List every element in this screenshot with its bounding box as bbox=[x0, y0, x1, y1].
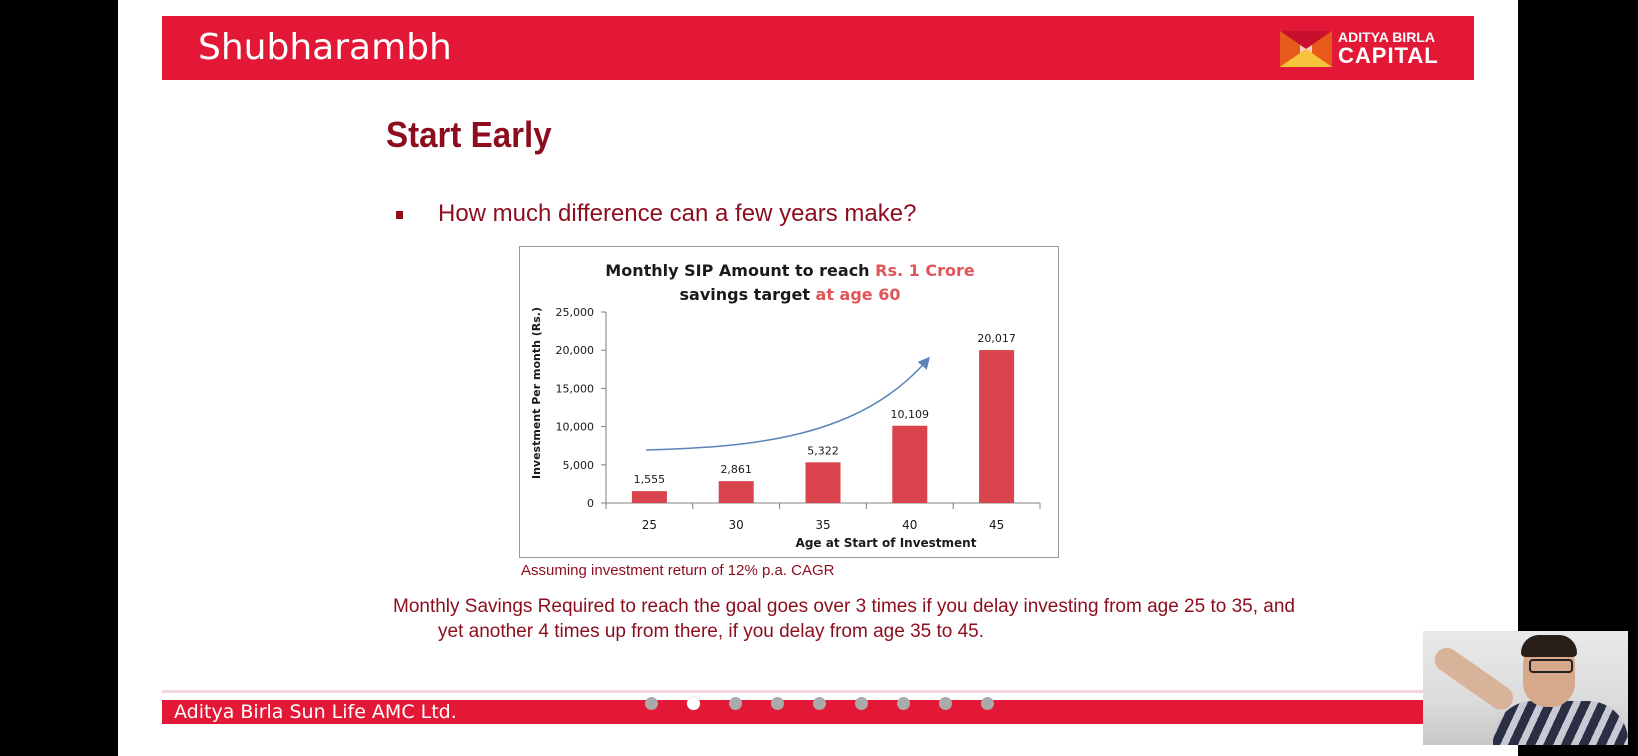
logo-mark-icon bbox=[1280, 31, 1332, 67]
bullet-text: How much difference can a few years make… bbox=[438, 200, 917, 227]
pagination-dot[interactable] bbox=[687, 697, 700, 710]
x-tick-label: 35 bbox=[815, 518, 830, 532]
pagination-dot[interactable] bbox=[897, 697, 910, 710]
presentation-slide: Shubharambh ADITYA BIRLA CAPITAL Start E… bbox=[118, 0, 1518, 756]
sip-chart: Monthly SIP Amount to reach Rs. 1 Crore … bbox=[519, 246, 1059, 558]
pagination-dot[interactable] bbox=[981, 697, 994, 710]
presenter-hair bbox=[1521, 635, 1577, 657]
pagination-dot[interactable] bbox=[855, 697, 868, 710]
pagination-dot[interactable] bbox=[813, 697, 826, 710]
webcam-video bbox=[1423, 631, 1628, 745]
plot-area: 0 5,000 10,000 15,000 20,000 25,000 1,555 25 2,8… bbox=[556, 306, 1041, 532]
chart-title-part: Monthly SIP Amount to reach bbox=[605, 261, 875, 280]
footer-company: Aditya Birla Sun Life AMC Ltd. bbox=[174, 701, 457, 723]
footer-bar: Aditya Birla Sun Life AMC Ltd. 38 bbox=[162, 700, 1474, 724]
trend-arrow-icon bbox=[645, 356, 930, 451]
chart-subtitle-highlight: at age 60 bbox=[816, 285, 901, 304]
bar bbox=[805, 462, 841, 503]
x-tick-label: 25 bbox=[642, 518, 657, 532]
x-axis-label: Age at Start of Investment bbox=[796, 536, 977, 550]
y-tick-label: 25,000 bbox=[556, 306, 595, 319]
chart-svg: Monthly SIP Amount to reach Rs. 1 Crore … bbox=[530, 261, 1041, 550]
presenter-shirt bbox=[1493, 701, 1628, 745]
y-axis-label: Investment Per month (Rs.) bbox=[530, 307, 543, 479]
x-tick-label: 45 bbox=[989, 518, 1004, 532]
y-tick-label: 20,000 bbox=[556, 344, 595, 357]
bar bbox=[892, 425, 928, 503]
y-tick-label: 0 bbox=[587, 497, 594, 510]
presenter-glasses bbox=[1529, 659, 1573, 673]
chart-subtitle-part: savings target bbox=[680, 285, 816, 304]
bar-value-label: 1,555 bbox=[634, 473, 666, 486]
brand-logo: ADITYA BIRLA CAPITAL bbox=[1280, 29, 1438, 69]
pagination-dot[interactable] bbox=[771, 697, 784, 710]
bullet-marker-icon bbox=[396, 211, 403, 219]
slide-title: Shubharambh bbox=[198, 27, 452, 68]
title-bar: Shubharambh ADITYA BIRLA CAPITAL bbox=[162, 16, 1474, 80]
bar bbox=[631, 491, 667, 503]
summary-text: Monthly Savings Required to reach the go… bbox=[393, 596, 1295, 642]
y-tick-label: 15,000 bbox=[556, 382, 595, 395]
bar-value-label: 5,322 bbox=[807, 444, 839, 457]
chart-title-highlight: Rs. 1 Crore bbox=[875, 261, 975, 280]
logo-text-line1: ADITYA BIRLA bbox=[1338, 29, 1435, 45]
y-tick-label: 10,000 bbox=[556, 421, 595, 434]
assumption-note: Assuming investment return of 12% p.a. C… bbox=[521, 562, 835, 579]
pagination-dot[interactable] bbox=[939, 697, 952, 710]
x-tick-label: 30 bbox=[729, 518, 744, 532]
bar-value-label: 20,017 bbox=[977, 332, 1016, 345]
x-tick-label: 40 bbox=[902, 518, 917, 532]
slide-pagination bbox=[645, 697, 1005, 711]
pagination-dot[interactable] bbox=[729, 697, 742, 710]
bar bbox=[979, 350, 1015, 503]
presenter-arm bbox=[1430, 643, 1518, 715]
chart-subtitle: savings target at age 60 bbox=[680, 285, 901, 304]
y-tick-label: 5,000 bbox=[563, 459, 595, 472]
logo-text-line2: CAPITAL bbox=[1338, 43, 1439, 68]
footer-divider bbox=[162, 690, 1474, 693]
slide-heading: Start Early bbox=[386, 114, 552, 155]
pagination-dot[interactable] bbox=[645, 697, 658, 710]
chart-title: Monthly SIP Amount to reach Rs. 1 Crore bbox=[605, 261, 975, 280]
bar bbox=[718, 481, 754, 503]
bar-value-label: 2,861 bbox=[720, 463, 752, 476]
bar-value-label: 10,109 bbox=[891, 408, 930, 421]
